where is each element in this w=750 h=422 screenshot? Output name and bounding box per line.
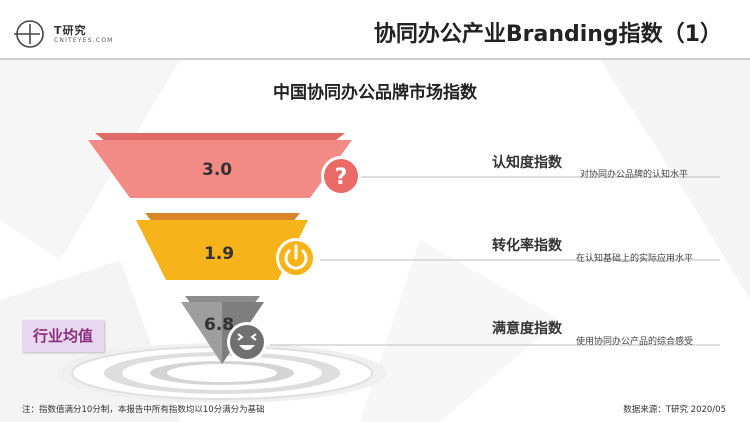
industry-average-badge: 行业均值: [22, 320, 104, 352]
power-icon: [276, 238, 316, 278]
logo-subtext: CNITEYES.COM: [54, 37, 114, 44]
satisfaction-index-title: 满意度指数: [492, 321, 562, 337]
conversion-index-title: 转化率指数: [492, 238, 562, 254]
logo-text: T研究: [54, 24, 87, 37]
laughing-face-icon: [227, 322, 267, 362]
cognition-index-value: 3.0: [202, 160, 233, 180]
question-icon: ?: [321, 156, 361, 196]
satisfaction-index-desc: 使用协同办公产品的综合感受: [576, 337, 694, 347]
funnel-tier-2: [136, 213, 308, 280]
funnel-base-rings: [57, 343, 387, 403]
conversion-index-desc: 在认知基础上的实际应用水平: [576, 254, 694, 264]
data-source: 数据来源：T研究 2020/05: [623, 405, 726, 415]
cognition-index-desc: 对协同办公品牌的认知水平: [580, 170, 689, 180]
header-divider: [0, 58, 750, 60]
cognition-index-title: 认知度指数: [492, 155, 562, 171]
footnote: 注：指数值满分10分制，本报告中所有指数均以10分满分为基础: [22, 405, 265, 415]
funnel-tier-1: [88, 133, 352, 198]
brand-logo: T研究 CNITEYES.COM: [14, 16, 134, 52]
satisfaction-index-value: 6.8: [204, 315, 235, 335]
conversion-index-value: 1.9: [204, 244, 235, 264]
page-title: 协同办公产业Branding指数（1）: [373, 22, 722, 47]
svg-text:?: ?: [335, 165, 348, 190]
logo-mark-icon: [14, 20, 44, 48]
section-title: 中国协同办公品牌市场指数: [273, 83, 477, 103]
